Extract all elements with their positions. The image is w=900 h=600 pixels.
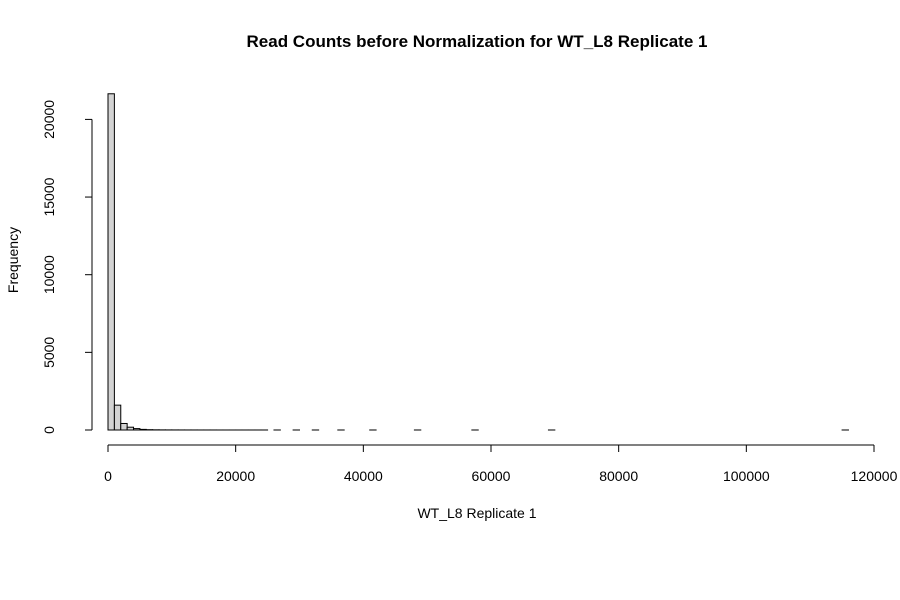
y-axis-ticks: 0 5000 10000 15000 20000 xyxy=(41,100,92,434)
x-tick-label: 40000 xyxy=(344,468,383,484)
histogram-bars xyxy=(107,93,849,431)
y-tick-label: 0 xyxy=(41,426,57,434)
y-tick-label: 10000 xyxy=(41,255,57,294)
x-tick-label: 0 xyxy=(104,468,112,484)
y-tick-label: 15000 xyxy=(41,177,57,216)
x-tick-label: 20000 xyxy=(216,468,255,484)
x-axis-label: WT_L8 Replicate 1 xyxy=(417,505,536,521)
histogram-bar xyxy=(113,404,122,431)
x-tick-label: 60000 xyxy=(472,468,511,484)
histogram-bar xyxy=(133,428,141,431)
y-tick-label: 5000 xyxy=(41,337,57,368)
x-tick-label: 100000 xyxy=(723,468,770,484)
x-tick-label: 80000 xyxy=(599,468,638,484)
y-axis-label: Frequency xyxy=(5,227,21,293)
y-tick-label: 20000 xyxy=(41,100,57,139)
histogram-bar xyxy=(126,426,135,431)
x-tick-label: 120000 xyxy=(851,468,898,484)
histogram-bar xyxy=(107,93,115,431)
histogram-bar xyxy=(139,428,147,431)
histogram-bar xyxy=(120,422,128,431)
chart-title: Read Counts before Normalization for WT_… xyxy=(247,32,708,51)
x-axis-ticks: 0 20000 40000 60000 80000 100000 120000 xyxy=(104,445,898,484)
